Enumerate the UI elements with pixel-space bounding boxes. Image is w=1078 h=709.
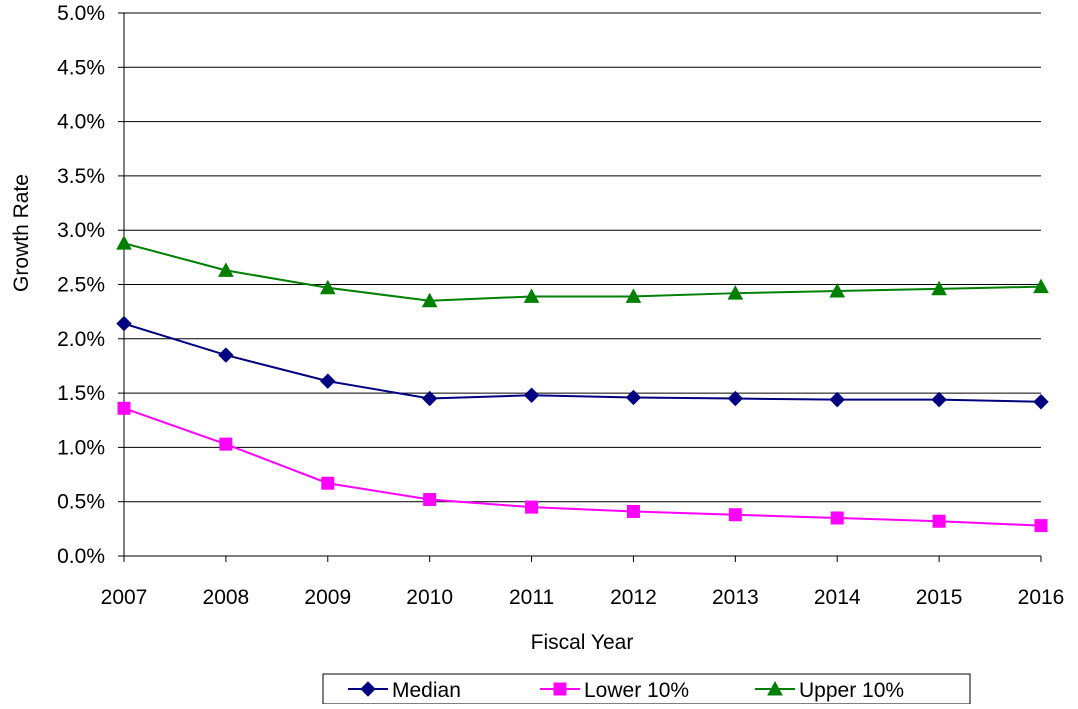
x-tick-label: 2016 bbox=[1018, 586, 1065, 609]
data-point-median bbox=[523, 387, 540, 403]
x-tick-label: 2007 bbox=[101, 586, 148, 609]
data-point-lower-10 bbox=[423, 493, 437, 507]
x-tick-label: 2012 bbox=[610, 586, 657, 609]
data-point-upper-10 bbox=[1033, 278, 1049, 294]
series-lower-10 bbox=[117, 401, 1048, 533]
data-point-lower-10 bbox=[219, 437, 233, 451]
data-point-upper-10 bbox=[931, 280, 947, 296]
data-point-lower-10 bbox=[525, 500, 539, 514]
data-point-upper-10 bbox=[218, 262, 234, 277]
data-point-median bbox=[931, 391, 947, 408]
tick-labels: 0.0% 0.5% 1.0% 1.5% 2.0% 2.5% 3.0% 3.5% 4.0% 4.5%… bbox=[57, 2, 1064, 609]
legend-item-median: Median bbox=[348, 679, 461, 702]
data-point-upper-10 bbox=[523, 288, 540, 303]
series-median bbox=[116, 315, 1049, 410]
data-point-median bbox=[421, 390, 438, 407]
y-axis-title: Growth Rate bbox=[10, 174, 33, 292]
data-point-median bbox=[727, 390, 744, 407]
legend-marker-lower-10 bbox=[553, 682, 567, 696]
y-tick-label: 2.5% bbox=[57, 274, 105, 297]
data-point-lower-10 bbox=[321, 476, 335, 490]
y-tick-label: 0.5% bbox=[57, 491, 105, 514]
data-point-median bbox=[116, 315, 132, 332]
data-point-lower-10 bbox=[830, 511, 844, 525]
x-tick-label: 2008 bbox=[203, 586, 250, 609]
legend-item-lower-10: Lower 10% bbox=[540, 679, 689, 702]
data-point-upper-10 bbox=[116, 235, 132, 250]
data-point-upper-10 bbox=[727, 285, 744, 300]
series-line-upper-10 bbox=[123, 242, 1042, 302]
legend-item-upper-10: Upper 10% bbox=[755, 679, 904, 702]
x-tick-label: 2014 bbox=[814, 586, 861, 609]
data-point-median bbox=[218, 347, 234, 363]
y-tick-label: 1.0% bbox=[57, 436, 105, 459]
data-point-upper-10 bbox=[829, 282, 846, 298]
data-point-median bbox=[1033, 394, 1049, 410]
data-point-median bbox=[829, 391, 845, 408]
x-tick-label: 2013 bbox=[712, 586, 759, 609]
gridlines bbox=[124, 12, 1041, 503]
x-tick-label: 2010 bbox=[406, 586, 453, 609]
series-line-median bbox=[123, 322, 1042, 403]
data-point-upper-10 bbox=[421, 292, 438, 308]
data-point-lower-10 bbox=[728, 508, 742, 522]
x-tick-label: 2011 bbox=[509, 586, 554, 609]
y-tick-label: 0.0% bbox=[57, 545, 105, 568]
legend-marker-median bbox=[360, 681, 376, 697]
data-point-lower-10 bbox=[626, 504, 640, 518]
x-tick-label: 2015 bbox=[916, 586, 963, 609]
data-point-lower-10 bbox=[117, 401, 131, 415]
data-point-lower-10 bbox=[1034, 519, 1048, 533]
legend-label-median: Median bbox=[392, 679, 461, 702]
x-axis-title: Fiscal Year bbox=[531, 631, 634, 654]
legend-label-upper-10: Upper 10% bbox=[799, 679, 904, 702]
data-point-median bbox=[625, 389, 642, 406]
y-tick-label: 1.5% bbox=[57, 382, 105, 405]
legend-box bbox=[322, 673, 971, 705]
series-line-lower-10 bbox=[123, 407, 1042, 527]
data-point-lower-10 bbox=[932, 514, 946, 528]
y-tick-label: 4.0% bbox=[57, 111, 105, 134]
series-group bbox=[116, 235, 1049, 533]
data-point-upper-10 bbox=[625, 288, 642, 303]
data-point-median bbox=[320, 373, 336, 389]
x-tick-label: 2009 bbox=[304, 586, 351, 609]
axes bbox=[118, 12, 1042, 562]
legend-label-lower-10: Lower 10% bbox=[584, 679, 689, 702]
y-tick-label: 3.5% bbox=[57, 165, 105, 188]
series-upper-10 bbox=[116, 235, 1049, 308]
y-tick-label: 2.0% bbox=[57, 328, 105, 351]
legend: Median Lower 10% Upper 10% bbox=[322, 673, 971, 705]
data-point-upper-10 bbox=[319, 279, 336, 295]
y-tick-label: 5.0% bbox=[57, 2, 105, 25]
y-tick-label: 4.5% bbox=[57, 56, 105, 79]
y-tick-label: 3.0% bbox=[57, 219, 105, 242]
legend-marker-upper-10 bbox=[767, 680, 783, 696]
